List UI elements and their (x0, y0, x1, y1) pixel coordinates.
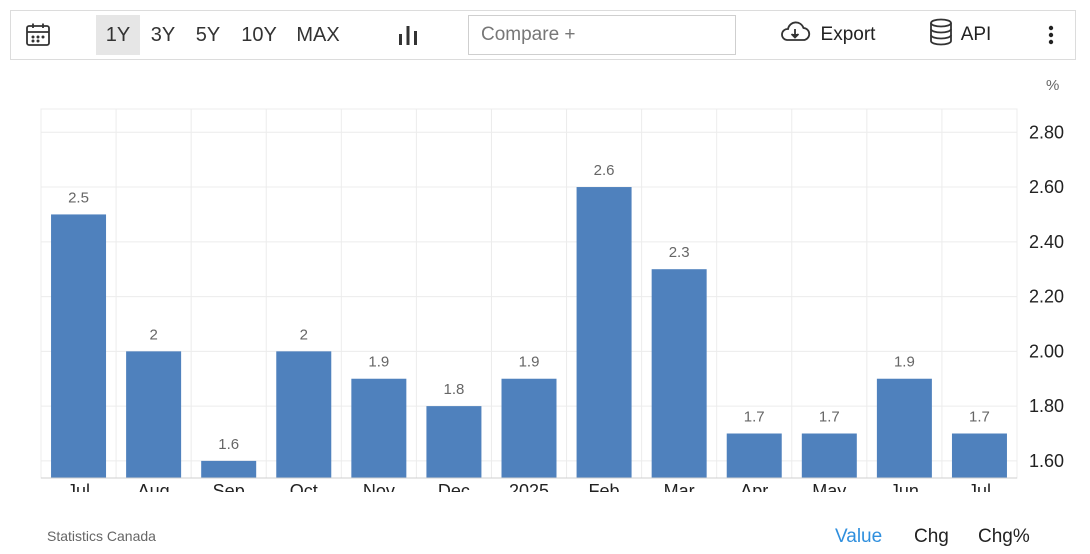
x-tick-label: Jul (67, 481, 90, 492)
bar[interactable] (801, 433, 857, 478)
bar-value-label: 2.6 (594, 162, 615, 179)
bar[interactable] (201, 460, 257, 478)
view-chg-button[interactable]: Chg (914, 526, 949, 547)
x-tick-label: Feb (589, 481, 620, 492)
bar[interactable] (726, 433, 782, 478)
bar[interactable] (51, 214, 107, 478)
bar[interactable] (126, 351, 182, 478)
chart-area: 1.60 1.80 2.00 2.20 2.40 2.60 2.80% 2.5 Jul 2 Aug 1… (0, 62, 1090, 492)
bar[interactable] (426, 406, 482, 478)
x-tick-label: Nov (363, 481, 395, 492)
x-tick-label: Sep (213, 481, 245, 492)
bar-value-label: 2.5 (68, 189, 89, 206)
compare-input[interactable]: Compare + (468, 15, 736, 55)
range-max-button[interactable]: MAX (296, 23, 340, 46)
more-vertical-icon[interactable] (1041, 11, 1061, 59)
x-tick-label: Oct (290, 481, 318, 492)
range-5y-button[interactable]: 5Y (195, 23, 221, 46)
bar-value-label: 1.9 (894, 354, 915, 371)
bar-value-label: 1.9 (519, 354, 540, 371)
bar-value-label: 1.8 (443, 381, 464, 398)
view-value-button[interactable]: Value (835, 526, 883, 547)
database-icon (929, 18, 953, 52)
bar[interactable] (576, 187, 632, 478)
bar-value-label: 2 (300, 326, 308, 343)
cloud-download-icon (779, 20, 811, 50)
export-label: Export (820, 24, 876, 45)
bar-value-label: 1.6 (218, 436, 239, 453)
api-button[interactable]: API (925, 11, 995, 59)
x-tick-label: Dec (438, 481, 470, 492)
y-tick-label: 1.60 (1029, 451, 1064, 471)
bar-value-label: 1.7 (744, 409, 765, 426)
bar[interactable] (276, 351, 332, 478)
bar-chart-icon[interactable] (391, 11, 425, 59)
api-label: API (960, 24, 992, 45)
y-tick-label: 2.00 (1029, 341, 1064, 361)
calendar-icon[interactable] (21, 11, 55, 59)
x-tick-label: Jun (890, 481, 919, 492)
x-tick-label: Jul (968, 481, 991, 492)
range-3y-button[interactable]: 3Y (150, 23, 176, 46)
bar[interactable] (651, 269, 707, 478)
bar-chart: 1.60 1.80 2.00 2.20 2.40 2.60 2.80% 2.5 Jul 2 Aug 1… (40, 77, 1064, 492)
bar-value-label: 2 (149, 326, 157, 343)
bar[interactable] (501, 378, 557, 478)
bar[interactable] (351, 378, 407, 478)
bar-value-label: 1.7 (819, 409, 840, 426)
y-tick-label: 2.80 (1029, 122, 1064, 142)
x-tick-label: 2025 (509, 481, 549, 492)
range-1y-button[interactable]: 1Y (96, 15, 140, 55)
y-tick-label: 2.20 (1029, 287, 1064, 307)
x-tick-label: Apr (740, 481, 768, 492)
bar-value-label: 1.7 (969, 409, 990, 426)
y-unit-label: % (1046, 77, 1059, 94)
y-tick-label: 2.60 (1029, 177, 1064, 197)
x-tick-label: Aug (138, 481, 170, 492)
bar[interactable] (876, 378, 932, 478)
x-tick-label: May (812, 481, 846, 492)
y-tick-label: 2.40 (1029, 232, 1064, 252)
x-tick-label: Mar (664, 481, 695, 492)
chart-toolbar: 1Y 3Y 5Y 10Y MAX Compare + Export (10, 10, 1076, 60)
bar-value-label: 1.9 (368, 354, 389, 371)
bar-value-label: 2.3 (669, 244, 690, 261)
range-10y-button[interactable]: 10Y (241, 23, 277, 46)
bar[interactable] (951, 433, 1007, 478)
export-button[interactable]: Export (777, 11, 877, 59)
view-chg-pct-button[interactable]: Chg% (978, 526, 1030, 547)
y-tick-label: 1.80 (1029, 396, 1064, 416)
source-label: Statistics Canada (47, 528, 156, 544)
